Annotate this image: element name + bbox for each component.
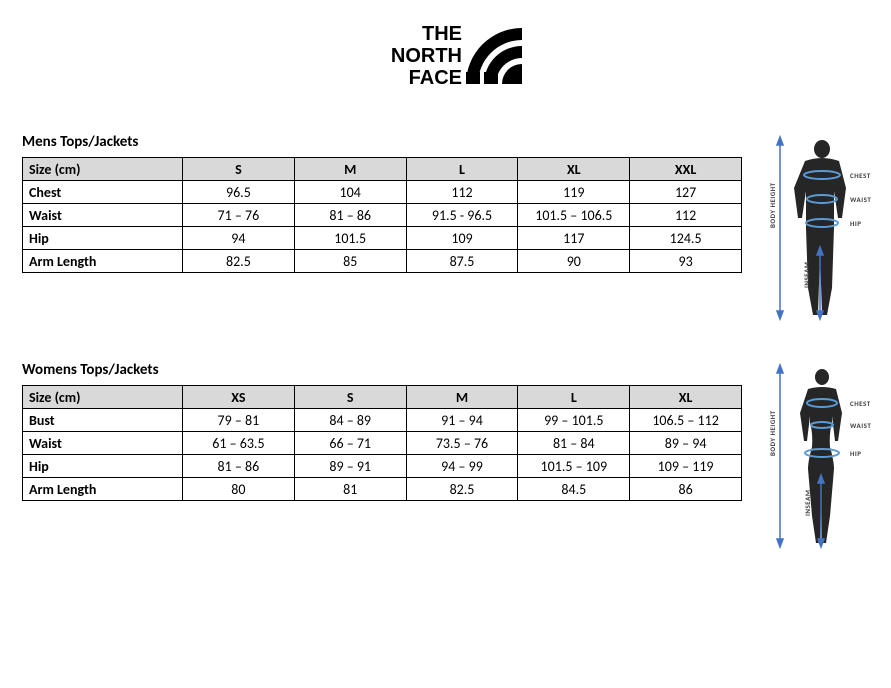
table-header-row: Size (cm) S M L XL XXL (23, 158, 742, 181)
mens-cell: 104 (294, 181, 406, 204)
table-row: Bust 79 – 81 84 – 89 91 – 94 99 – 101.5 … (23, 409, 742, 432)
table-row: Chest 96.5 104 112 119 127 (23, 181, 742, 204)
table-row: Hip 94 101.5 109 117 124.5 (23, 227, 742, 250)
mens-cell: 93 (630, 250, 742, 273)
womens-cell: 91 – 94 (406, 409, 518, 432)
mens-cell: 85 (294, 250, 406, 273)
inseam-label: INSEAM (803, 490, 812, 516)
womens-size-col: XL (630, 386, 742, 409)
womens-cell: 80 (183, 478, 295, 501)
womens-size-col: L (518, 386, 630, 409)
mens-header-label: Size (cm) (23, 158, 183, 181)
womens-cell: 82.5 (406, 478, 518, 501)
mens-row-label: Waist (23, 204, 183, 227)
mens-cell: 96.5 (183, 181, 295, 204)
mens-cell: 112 (630, 204, 742, 227)
chest-label: CHEST (850, 399, 871, 408)
womens-cell: 84.5 (518, 478, 630, 501)
table-row: Arm Length 82.5 85 87.5 90 93 (23, 250, 742, 273)
womens-cell: 81 (294, 478, 406, 501)
womens-row-label: Arm Length (23, 478, 183, 501)
table-row: Hip 81 – 86 89 – 91 94 – 99 101.5 – 109 … (23, 455, 742, 478)
womens-body-figure: BODY HEIGHT CHEST WAIST HIP INSEAM (772, 361, 882, 551)
mens-cell: 112 (406, 181, 518, 204)
table-row: Waist 61 – 63.5 66 – 71 73.5 – 76 81 – 8… (23, 432, 742, 455)
inseam-label: INSEAM (802, 262, 811, 288)
mens-cell: 94 (183, 227, 295, 250)
mens-cell: 101.5 – 106.5 (518, 204, 630, 227)
mens-size-table: Size (cm) S M L XL XXL Chest 96.5 104 11… (22, 157, 742, 273)
womens-row-label: Bust (23, 409, 183, 432)
womens-size-col: M (406, 386, 518, 409)
body-height-arrow-icon (777, 137, 783, 319)
womens-size-col: S (294, 386, 406, 409)
mens-cell: 87.5 (406, 250, 518, 273)
womens-cell: 84 – 89 (294, 409, 406, 432)
mens-body-figure: BODY HEIGHT CHEST WAIST HIP INSEAM (772, 133, 882, 323)
mens-section: Mens Tops/Jackets Size (cm) S M L XL XXL… (0, 133, 891, 323)
womens-cell: 101.5 – 109 (518, 455, 630, 478)
womens-row-label: Hip (23, 455, 183, 478)
table-row: Arm Length 80 81 82.5 84.5 86 (23, 478, 742, 501)
body-height-label: BODY HEIGHT (768, 182, 777, 228)
body-height-arrow-icon (777, 365, 783, 547)
mens-cell: 117 (518, 227, 630, 250)
mens-cell: 127 (630, 181, 742, 204)
mens-cell: 91.5 - 96.5 (406, 204, 518, 227)
table-header-row: Size (cm) XS S M L XL (23, 386, 742, 409)
chest-label: CHEST (850, 171, 871, 180)
womens-cell: 99 – 101.5 (518, 409, 630, 432)
womens-cell: 109 – 119 (630, 455, 742, 478)
womens-title: Womens Tops/Jackets (22, 361, 742, 379)
waist-label: WAIST (850, 195, 871, 204)
womens-cell: 61 – 63.5 (183, 432, 295, 455)
womens-cell: 89 – 91 (294, 455, 406, 478)
logo-text-line1: THE (422, 23, 462, 45)
womens-cell: 89 – 94 (630, 432, 742, 455)
womens-cell: 73.5 – 76 (406, 432, 518, 455)
mens-title: Mens Tops/Jackets (22, 133, 742, 151)
womens-row-label: Waist (23, 432, 183, 455)
mens-size-col: M (294, 158, 406, 181)
hip-label: HIP (850, 219, 862, 228)
table-row: Waist 71 – 76 81 – 86 91.5 - 96.5 101.5 … (23, 204, 742, 227)
womens-cell: 81 – 84 (518, 432, 630, 455)
womens-cell: 86 (630, 478, 742, 501)
mens-cell: 101.5 (294, 227, 406, 250)
mens-cell: 90 (518, 250, 630, 273)
mens-cell: 71 – 76 (183, 204, 295, 227)
mens-size-col: XL (518, 158, 630, 181)
womens-cell: 81 – 86 (183, 455, 295, 478)
mens-row-label: Chest (23, 181, 183, 204)
mens-cell: 124.5 (630, 227, 742, 250)
mens-cell: 119 (518, 181, 630, 204)
womens-cell: 79 – 81 (183, 409, 295, 432)
mens-row-label: Arm Length (23, 250, 183, 273)
mens-size-col: XXL (630, 158, 742, 181)
hip-label: HIP (850, 449, 862, 458)
womens-header-label: Size (cm) (23, 386, 183, 409)
logo-region: THE NORTH FACE (0, 0, 891, 133)
mens-row-label: Hip (23, 227, 183, 250)
womens-cell: 106.5 – 112 (630, 409, 742, 432)
logo-text-line2: NORTH (390, 45, 461, 67)
mens-size-col: S (183, 158, 295, 181)
body-height-label: BODY HEIGHT (768, 410, 777, 456)
waist-label: WAIST (850, 421, 871, 430)
logo-text-line3: FACE (408, 67, 461, 89)
half-dome-icon (466, 28, 522, 84)
mens-size-col: L (406, 158, 518, 181)
mens-cell: 109 (406, 227, 518, 250)
womens-cell: 94 – 99 (406, 455, 518, 478)
north-face-logo: THE NORTH FACE (336, 18, 556, 103)
mens-cell: 81 – 86 (294, 204, 406, 227)
womens-cell: 66 – 71 (294, 432, 406, 455)
womens-size-table: Size (cm) XS S M L XL Bust 79 – 81 84 – … (22, 385, 742, 501)
womens-section: Womens Tops/Jackets Size (cm) XS S M L X… (0, 361, 891, 551)
mens-cell: 82.5 (183, 250, 295, 273)
womens-size-col: XS (183, 386, 295, 409)
